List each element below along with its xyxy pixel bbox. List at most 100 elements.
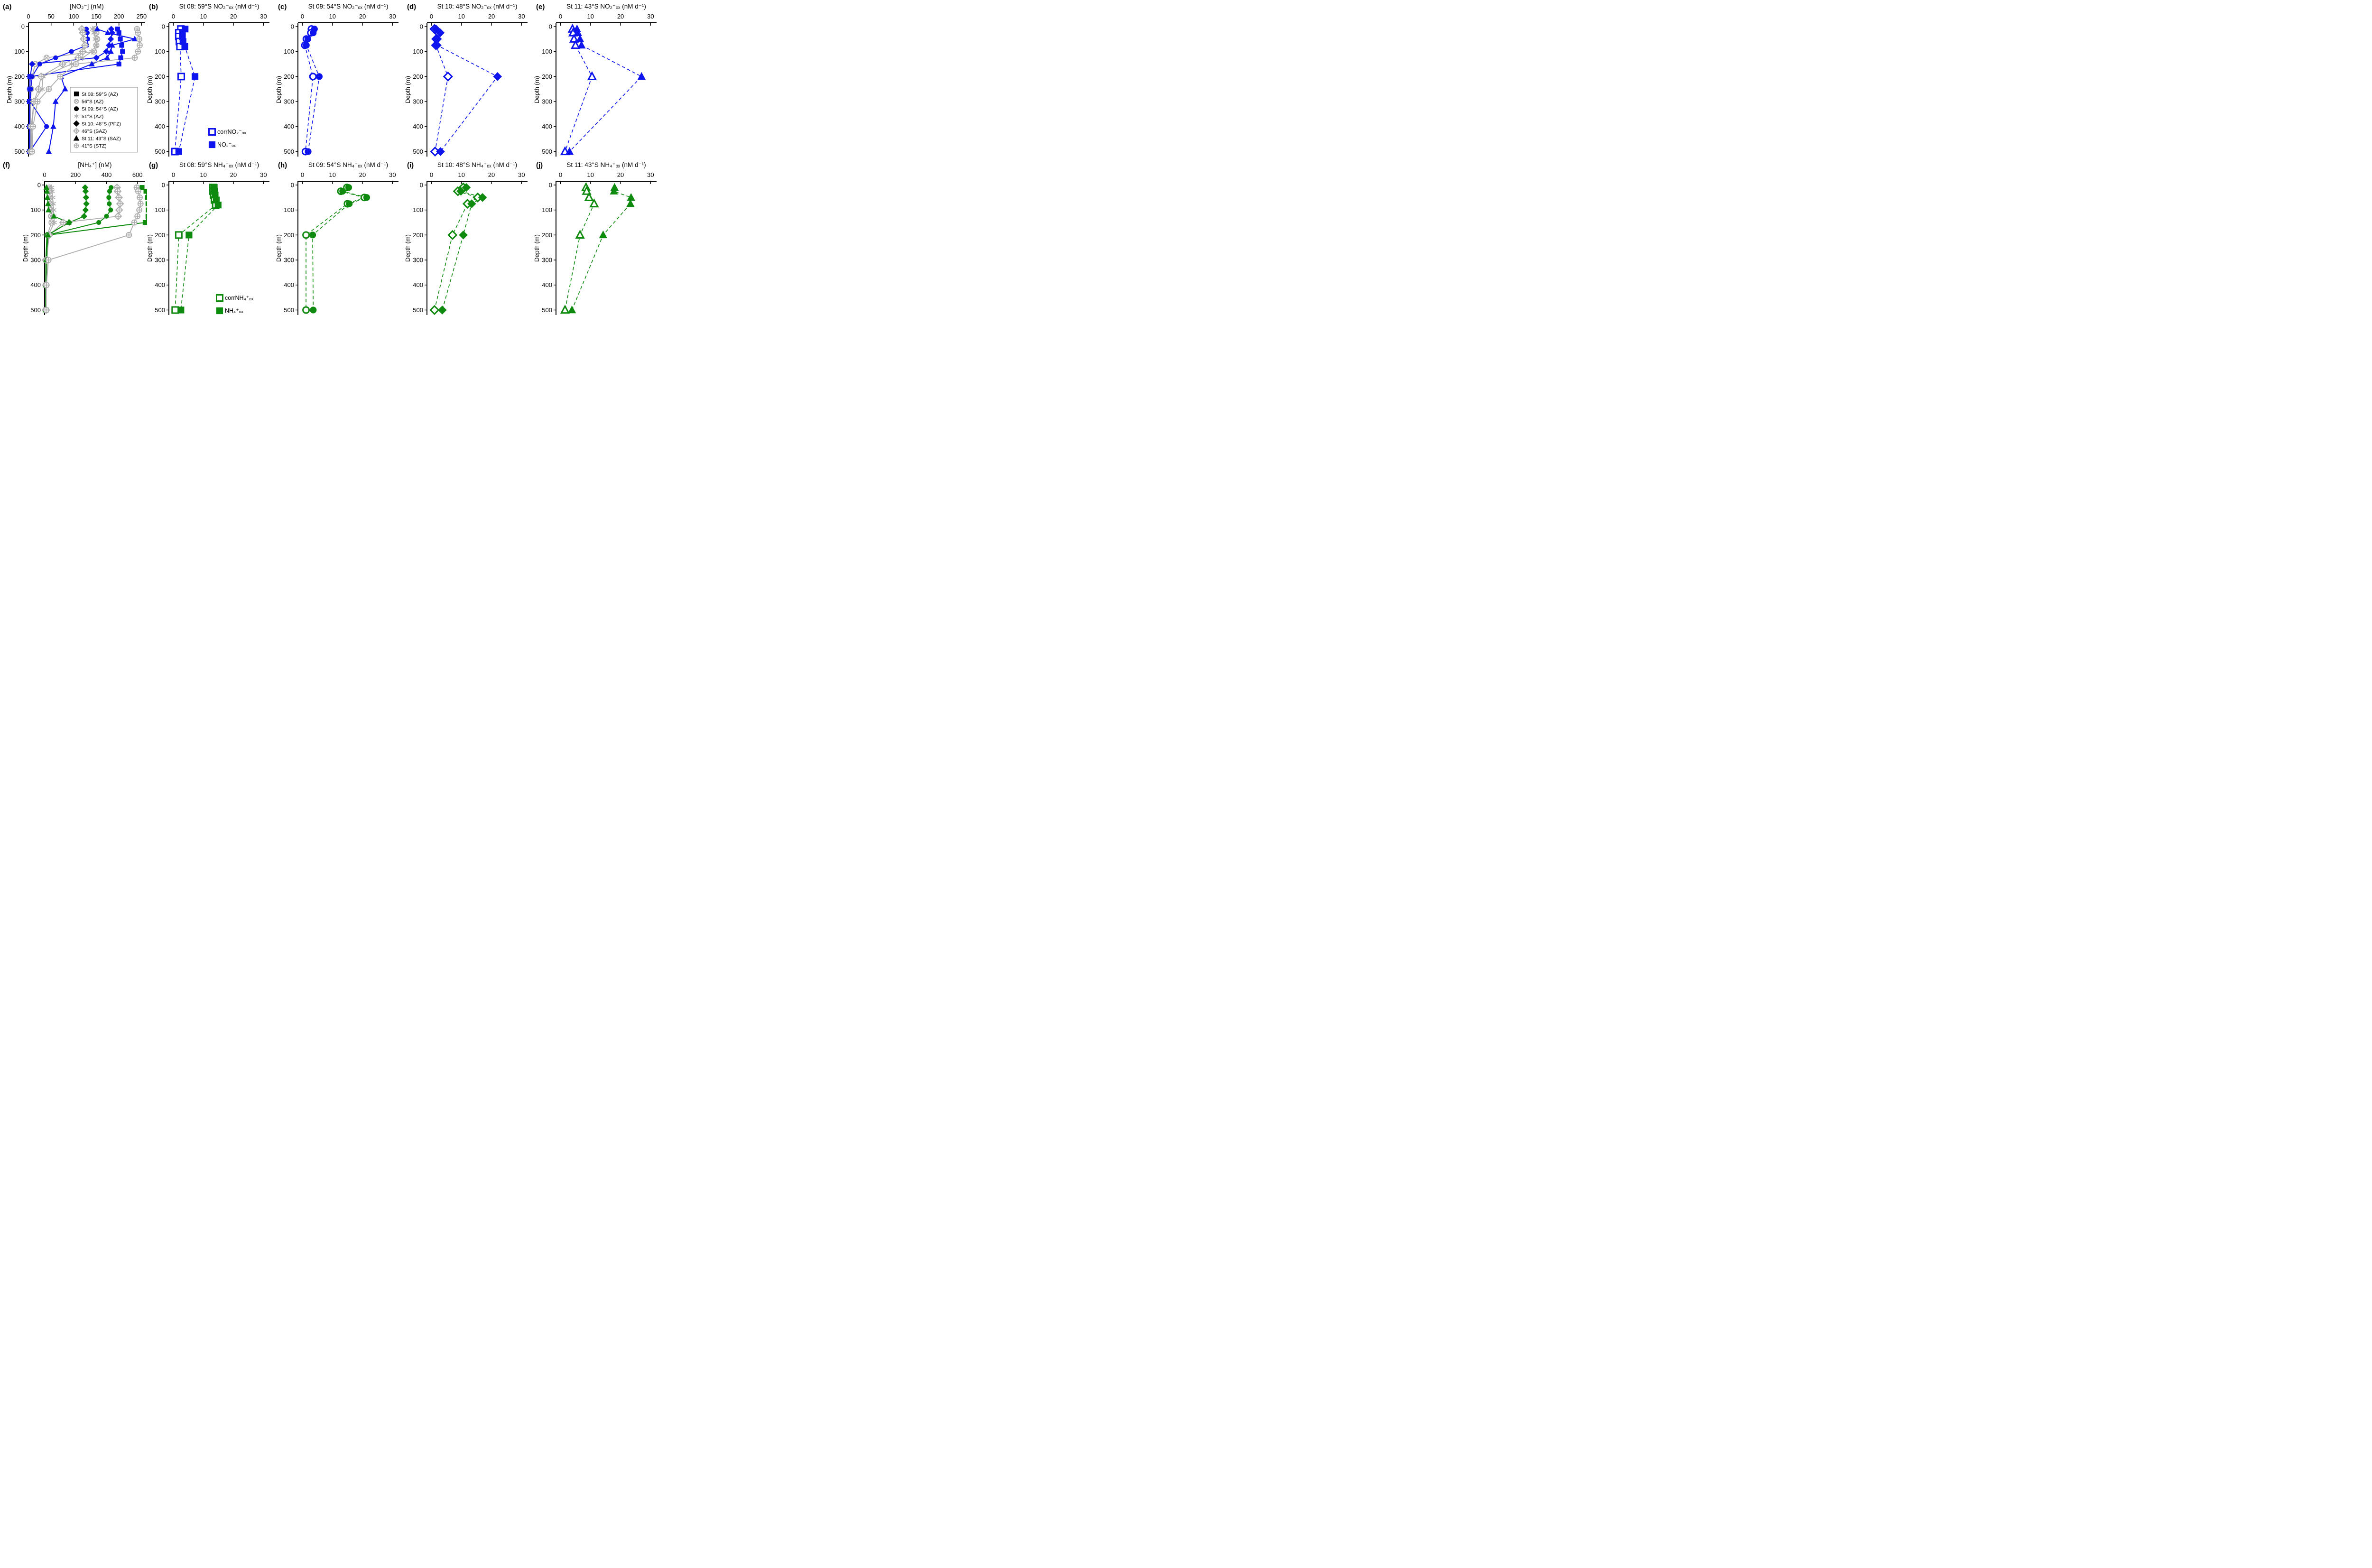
- y-axis-label: Depth (m): [405, 234, 411, 262]
- y-tick-label: 400: [413, 123, 423, 130]
- x-tick-label: 0: [559, 13, 562, 20]
- legend: St 08: 59°S (AZ) 56°S (AZ)St 09: 54°S (AZ…: [70, 87, 138, 153]
- panel-j: (j) St 11: 43°S NH₄⁺ₒₓ (nM d⁻¹) 0 10 20 30 0 1…: [534, 159, 663, 318]
- x-tick-label: 10: [458, 171, 465, 178]
- panel-b-chart: St 08: 59°S NO₂⁻ₒₓ (nM d⁻¹)0 10 20 30010020…: [147, 3, 269, 157]
- y-tick-label: 400: [542, 281, 552, 288]
- y-axis-label: Depth (m): [22, 234, 29, 262]
- y-tick-label: 500: [413, 148, 423, 155]
- y-tick-label: 0: [420, 23, 423, 30]
- y-tick-label: 0: [162, 23, 165, 30]
- y-tick-label: 500: [155, 148, 165, 155]
- x-tick-label: 30: [260, 171, 267, 178]
- panel-c: (c) St 09: 54°S NO₂⁻ₒₓ (nM d⁻¹) 0 10 20 30 0 1…: [276, 1, 405, 159]
- panel-e-chart: St 11: 43°S NO₂⁻ₒₓ (nM d⁻¹)0 10 20 30010020…: [534, 3, 657, 157]
- y-tick-label: 300: [284, 257, 294, 264]
- y-tick-label: 0: [162, 181, 165, 188]
- panel-label-i: (i): [407, 161, 414, 169]
- y-tick-label: 200: [413, 73, 423, 80]
- y-axis-label: Depth (m): [147, 76, 153, 103]
- panel-g: (g) St 08: 59°S NH₄⁺ₒₓ (nM d⁻¹) 0 10 20 30 0 1…: [147, 159, 276, 318]
- panel-g-chart: St 08: 59°S NH₄⁺ₒₓ (nM d⁻¹)0 10 20 30010020…: [147, 161, 269, 315]
- panel-h-chart: St 09: 54°S NH₄⁺ₒₓ (nM d⁻¹)0 10 20 30010020…: [276, 161, 398, 315]
- x-tick-label: 30: [518, 171, 525, 178]
- panel-label-b: (b): [149, 3, 158, 11]
- y-tick-label: 0: [21, 23, 25, 30]
- y-tick-label: 0: [420, 181, 423, 188]
- panel-c-chart: St 09: 54°S NO₂⁻ₒₓ (nM d⁻¹)0 10 20 30010020…: [276, 3, 398, 157]
- panel-a: (a) [NO₂⁻] (nM) 0 50 100 150 200 250 0 100 200 300…: [1, 1, 147, 159]
- x-tick-label: 10: [329, 171, 336, 178]
- y-tick-label: 300: [413, 257, 423, 264]
- y-tick-label: 200: [413, 232, 423, 239]
- y-tick-label: 200: [30, 232, 41, 239]
- y-tick-label: 100: [30, 206, 41, 213]
- y-tick-label: 100: [542, 48, 552, 55]
- panel-i-chart: St 10: 48°S NH₄⁺ₒₓ (nM d⁻¹)0 10 20 30010020…: [405, 161, 528, 315]
- y-tick-label: 200: [284, 73, 294, 80]
- x-tick-label: 0: [27, 13, 30, 20]
- y-tick-label: 100: [284, 206, 294, 213]
- x-tick-label: 200: [70, 171, 81, 178]
- panel-label-g: (g): [149, 161, 158, 169]
- x-tick-label: 0: [430, 171, 433, 178]
- y-tick-label: 0: [37, 181, 41, 188]
- legend: corrNO₂⁻ₒₓ NO₂⁻ₒₓ: [208, 128, 246, 148]
- panel-label-h: (h): [278, 161, 287, 169]
- y-tick-label: 500: [284, 306, 294, 314]
- legend-label: St 08: 59°S (AZ): [82, 92, 118, 97]
- y-tick-label: 500: [14, 148, 25, 155]
- x-tick-label: 10: [329, 13, 336, 20]
- y-tick-label: 200: [155, 232, 165, 239]
- x-tick-label: 0: [43, 171, 46, 178]
- y-tick-label: 300: [542, 257, 552, 264]
- x-tick-label: 20: [617, 13, 624, 20]
- panel-i: (i) St 10: 48°S NH₄⁺ₒₓ (nM d⁻¹) 0 10 20 30 0 1…: [405, 159, 534, 318]
- y-axis-label: Depth (m): [147, 234, 153, 262]
- legend-label: 46°S (SAZ): [82, 129, 107, 134]
- y-tick-label: 500: [413, 306, 423, 314]
- panel-label-f: (f): [3, 161, 10, 169]
- y-tick-label: 300: [14, 98, 25, 105]
- x-tick-label: 0: [430, 13, 433, 20]
- panel-label-c: (c): [278, 3, 287, 11]
- panel-label-d: (d): [407, 3, 417, 11]
- y-tick-label: 0: [291, 23, 294, 30]
- y-tick-label: 200: [542, 73, 552, 80]
- panel-title: St 09: 54°S NO₂⁻ₒₓ (nM d⁻¹): [308, 3, 389, 10]
- legend-label: 41°S (STZ): [82, 143, 107, 149]
- x-tick-label: 100: [68, 13, 79, 20]
- y-tick-label: 100: [155, 206, 165, 213]
- legend: corrNH₄⁺ₒₓ NH₄⁺ₒₓ: [216, 294, 254, 315]
- y-axis-label: Depth (m): [534, 234, 540, 262]
- panel-title: St 09: 54°S NH₄⁺ₒₓ (nM d⁻¹): [308, 161, 388, 168]
- y-tick-label: 200: [542, 232, 552, 239]
- y-tick-label: 200: [284, 232, 294, 239]
- x-tick-label: 0: [172, 171, 175, 178]
- figure-row-nitrite: (a) [NO₂⁻] (nM) 0 50 100 150 200 250 0 100 200 300…: [1, 1, 665, 159]
- panel-title: St 08: 59°S NO₂⁻ₒₓ (nM d⁻¹): [179, 3, 259, 10]
- y-axis-label: Depth (m): [6, 76, 13, 103]
- panel-b: (b) St 08: 59°S NO₂⁻ₒₓ (nM d⁻¹) 0 10 20 30 0 1…: [147, 1, 276, 159]
- x-tick-label: 150: [91, 13, 102, 20]
- panel-title: [NO₂⁻] (nM): [70, 3, 104, 10]
- figure: (a) [NO₂⁻] (nM) 0 50 100 150 200 250 0 100 200 300…: [0, 0, 666, 319]
- x-tick-label: 20: [488, 171, 495, 178]
- y-tick-label: 500: [542, 148, 552, 155]
- panel-f: (f) [NH₄⁺] (nM) 0 200 400 600 0 100 200 300 400 50…: [1, 159, 147, 318]
- x-tick-label: 20: [359, 13, 366, 20]
- x-tick-label: 30: [518, 13, 525, 20]
- x-tick-label: 10: [458, 13, 465, 20]
- y-tick-label: 400: [284, 123, 294, 130]
- panel-title: St 10: 48°S NO₂⁻ₒₓ (nM d⁻¹): [437, 3, 518, 10]
- x-tick-label: 200: [114, 13, 124, 20]
- x-tick-label: 10: [200, 171, 207, 178]
- panel-e: (e) St 11: 43°S NO₂⁻ₒₓ (nM d⁻¹) 0 10 20 30 0 1…: [534, 1, 663, 159]
- x-tick-label: 10: [200, 13, 207, 20]
- y-tick-label: 0: [549, 23, 552, 30]
- y-tick-label: 400: [542, 123, 552, 130]
- panel-label-e: (e): [536, 3, 545, 11]
- y-tick-label: 100: [284, 48, 294, 55]
- legend-label: St 11: 43°S (SAZ): [82, 136, 121, 142]
- y-tick-label: 300: [155, 257, 165, 264]
